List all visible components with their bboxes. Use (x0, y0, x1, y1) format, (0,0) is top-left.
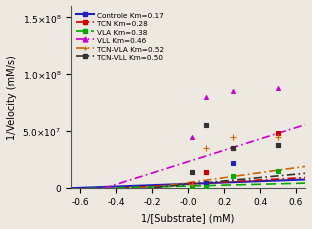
Point (189, 182, 194, 186)
Point (275, 87, 280, 90)
Point (231, 135, 236, 139)
Point (204, 147, 209, 150)
Point (275, 143, 280, 147)
Point (275, 132, 280, 136)
X-axis label: 1/[Substrate] (mM): 1/[Substrate] (mM) (141, 212, 235, 222)
Point (189, 170, 194, 174)
Point (204, 170, 209, 174)
Point (204, 181, 209, 185)
Y-axis label: 1/Velocity (mM/s): 1/Velocity (mM/s) (7, 55, 17, 140)
Point (231, 90, 236, 94)
Legend: Controle Km=0.17, TCN Km=0.28, VLA Km=0.38, VLL Km=0.46, TCN-VLA Km=0.52, TCN-VL: Controle Km=0.17, TCN Km=0.28, VLA Km=0.… (75, 11, 166, 63)
Point (204, 124, 209, 128)
Point (231, 175, 236, 178)
Point (189, 135, 194, 139)
Point (231, 147, 236, 150)
Point (204, 185, 209, 189)
Point (189, 182, 194, 186)
Point (189, 183, 194, 186)
Point (275, 169, 280, 173)
Point (231, 147, 236, 150)
Point (275, 143, 280, 147)
Point (275, 135, 280, 139)
Point (189, 185, 194, 189)
Point (231, 161, 236, 165)
Point (204, 95, 209, 99)
